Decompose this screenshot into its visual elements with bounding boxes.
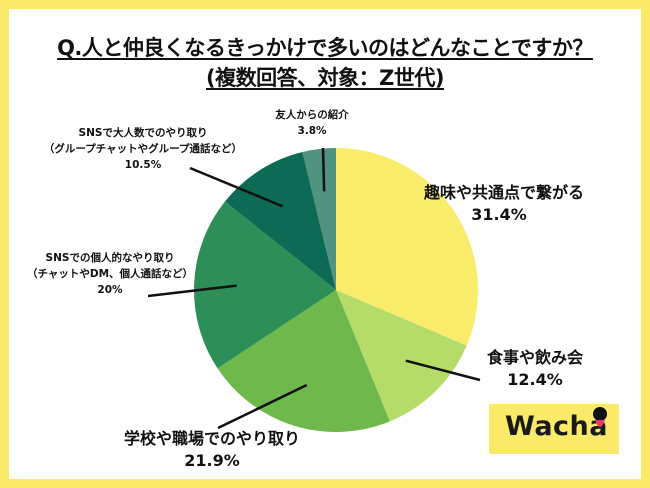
logo-mouth-icon [593,407,607,427]
pie-slices [194,148,478,432]
slice-label-sns-group: SNSで大人数でのやり取り （グループチャットやグループ通話など） 10.5% [38,125,248,173]
chart-subtitle: (複数回答、対象：Z世代) [206,66,444,90]
slice-category: 食事や飲み会 [486,348,583,367]
wacha-logo: Wacha [489,404,619,454]
pie-slice-3 [194,201,336,369]
leader-line-5 [321,147,326,192]
slice-category-line2: （チャットやDM、個人通話など） [26,268,194,280]
pie-slice-0 [336,148,478,346]
slice-label-friend-intro: 友人からの紹介 3.8% [262,107,362,139]
slice-category: 趣味や共通点で繋がる [424,183,585,202]
slice-category-line1: SNSで大人数でのやり取り [78,127,208,139]
logo-tongue [595,420,605,427]
slice-value: 21.9% [184,451,240,470]
slice-value: 10.5% [124,159,162,171]
chart-title: Q.人と仲良くなるきっかけで多いのはどんなことですか？ [57,36,593,60]
slice-value: 12.4% [507,370,563,389]
slice-category: 友人からの紹介 [275,109,349,121]
logo-dot [593,407,607,421]
leader-line-4 [189,166,283,208]
leader-line-2 [217,383,308,430]
slice-category-line1: SNSでの個人的なやり取り [45,252,175,264]
logo-text: Wacha [505,411,608,442]
slice-value: 3.8% [297,125,327,137]
slice-value: 31.4% [471,205,527,224]
slice-label-meal: 食事や飲み会 12.4% [475,347,595,391]
slice-label-sns-personal: SNSでの個人的なやり取り （チャットやDM、個人通話など） 20% [17,250,203,298]
leader-lines [147,147,481,430]
slice-category: 学校や職場でのやり取り [123,429,300,448]
pie-slice-2 [217,290,390,432]
slice-label-hobby: 趣味や共通点で繋がる 31.4% [424,182,585,226]
slice-category-line2: （グループチャットやグループ通話など） [43,143,243,155]
pie-slice-5 [302,148,336,290]
leader-line-3 [147,284,237,298]
pie-slice-4 [224,152,336,290]
leader-line-1 [405,359,481,382]
slice-label-school: 学校や職場でのやり取り 21.9% [117,428,307,472]
slice-value: 20% [97,284,123,296]
pie-slice-1 [336,290,467,422]
